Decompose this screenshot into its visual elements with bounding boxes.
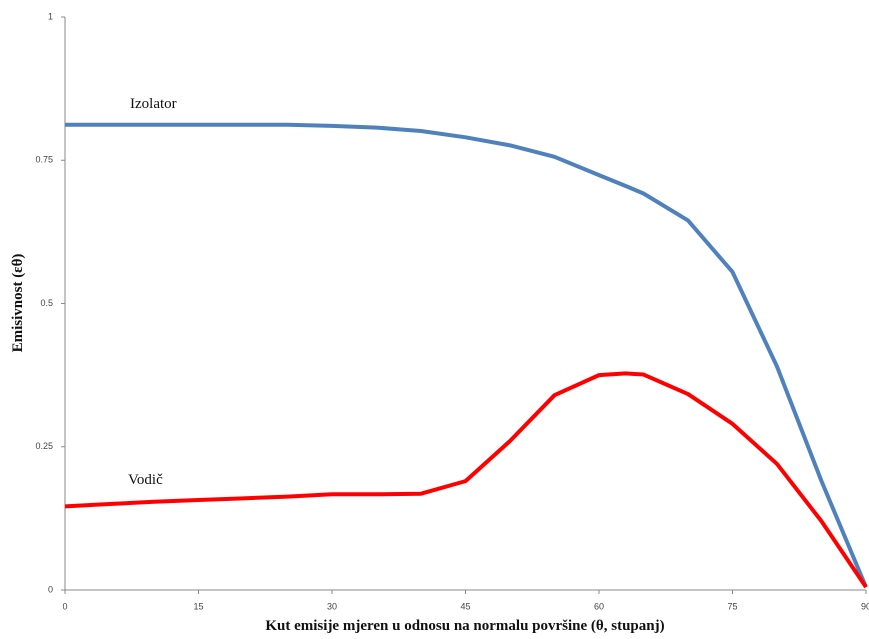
y-tick-label: 0.25 [35, 441, 53, 451]
series-line [64, 371, 868, 589]
y-tick-label: 0 [48, 584, 53, 594]
x-tick-label: 30 [327, 601, 337, 611]
x-axis-title: Kut emisije mjeren u odnosu na normalu p… [265, 618, 664, 634]
y-axis-title: Emisivnost (εθ) [10, 254, 26, 353]
x-tick-label: 75 [727, 601, 737, 611]
x-tick-label: 15 [193, 601, 203, 611]
x-tick-label: 0 [62, 601, 67, 611]
x-tick-label: 45 [460, 601, 470, 611]
x-tick-label: 60 [594, 601, 604, 611]
y-tick-label: 0.75 [35, 155, 53, 165]
series-label: Vodič [128, 472, 163, 488]
y-tick-label: 0.5 [40, 298, 53, 308]
x-tick-label: 90 [861, 601, 869, 611]
series-line [65, 122, 868, 588]
y-tick-label: 1 [48, 11, 53, 21]
series-label: Izolator [130, 96, 177, 112]
